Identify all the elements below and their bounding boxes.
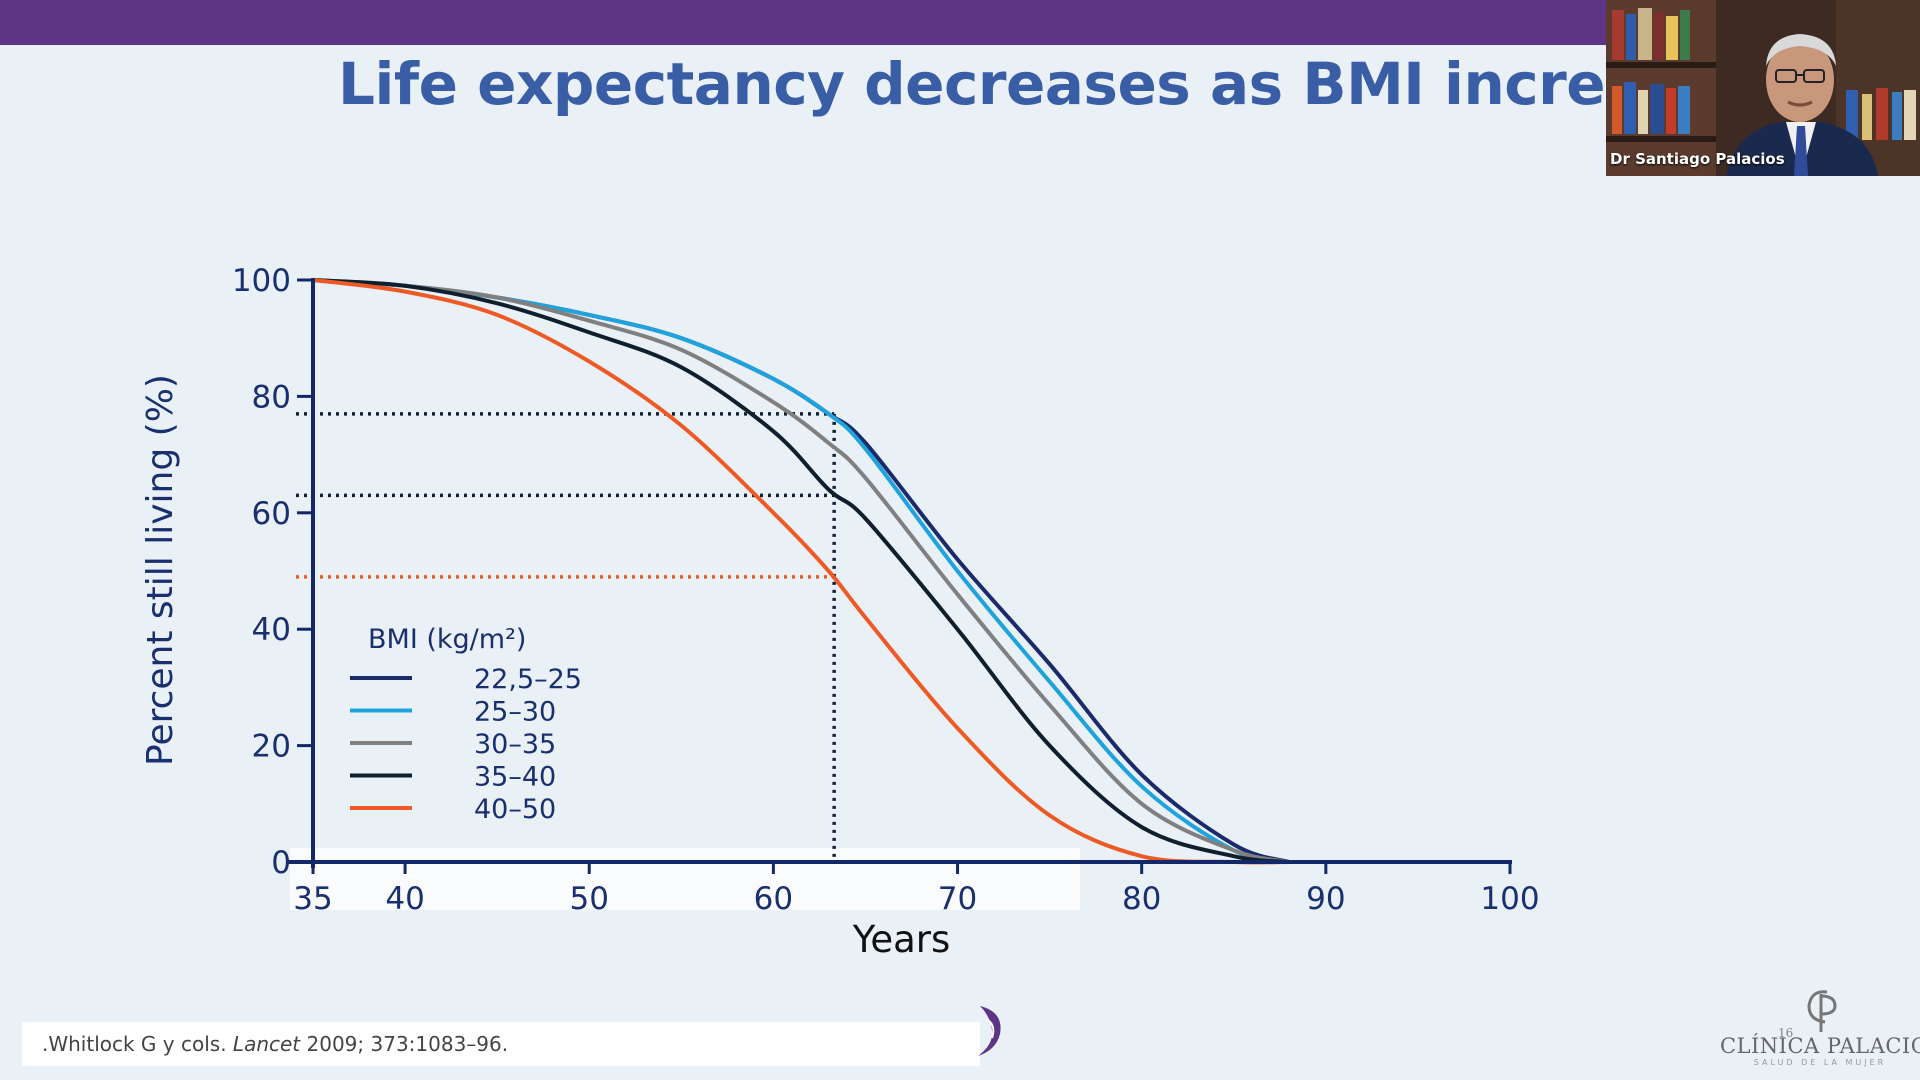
citation-journal: Lancet bbox=[232, 1032, 301, 1056]
x-tick-label: 50 bbox=[570, 881, 609, 917]
citation: .Whitlock G y cols. Lancet 2009; 373:108… bbox=[22, 1022, 980, 1066]
series-line-4 bbox=[311, 278, 1291, 865]
legend-label: 30–35 bbox=[474, 729, 556, 760]
citation-details: 2009; 373:1083–96. bbox=[300, 1032, 509, 1056]
clinic-tagline: SALUD DE LA MUJER bbox=[1753, 1058, 1887, 1067]
x-tick-label: 90 bbox=[1306, 881, 1345, 917]
y-tick-label: 20 bbox=[252, 729, 291, 765]
legend-label: 35–40 bbox=[474, 762, 556, 793]
citation-authors: .Whitlock G y cols. bbox=[42, 1032, 233, 1056]
x-tick-label: 80 bbox=[1122, 881, 1161, 917]
top-bar bbox=[0, 0, 1920, 45]
y-tick-label: 60 bbox=[252, 496, 291, 532]
legend-title: BMI (kg/m²) bbox=[368, 624, 526, 655]
speaker-video[interactable]: Dr Santiago Palacios bbox=[1606, 0, 1920, 176]
y-axis-title: Percent still living (%) bbox=[140, 374, 181, 766]
y-tick-label: 100 bbox=[232, 263, 291, 299]
footer-emblem-icon bbox=[978, 1006, 1001, 1056]
life-expectancy-chart: 0 20 40 60 80 100 35 40 50 60 70 80 90 100 Years Percen… bbox=[140, 263, 1540, 961]
speaker-video-frame bbox=[1606, 0, 1920, 176]
clinic-monogram-icon bbox=[1807, 990, 1837, 1032]
series-line-2 bbox=[311, 278, 1291, 864]
x-tick-label: 70 bbox=[938, 881, 977, 917]
x-tick-label: 35 bbox=[293, 881, 332, 917]
x-axis-label-band bbox=[290, 848, 1080, 910]
x-tick-label: 60 bbox=[754, 881, 793, 917]
x-axis-title: Years bbox=[852, 918, 951, 961]
legend-label: 22,5–25 bbox=[474, 664, 582, 695]
page-number: 16 bbox=[1778, 1026, 1794, 1040]
series-line-0 bbox=[311, 278, 1291, 864]
x-tick-label: 40 bbox=[385, 881, 424, 917]
series-line-3 bbox=[311, 278, 1291, 864]
y-tick-label: 0 bbox=[271, 845, 291, 881]
x-tick-label: 100 bbox=[1480, 881, 1539, 917]
slide-title: Life expectancy decreases as BMI increas… bbox=[338, 50, 1608, 118]
legend-label: 25–30 bbox=[474, 697, 556, 728]
y-tick-label: 80 bbox=[252, 379, 291, 415]
y-tick-label: 40 bbox=[252, 612, 291, 648]
speaker-name: Dr Santiago Palacios bbox=[1610, 150, 1785, 168]
legend-label: 40–50 bbox=[474, 794, 556, 825]
